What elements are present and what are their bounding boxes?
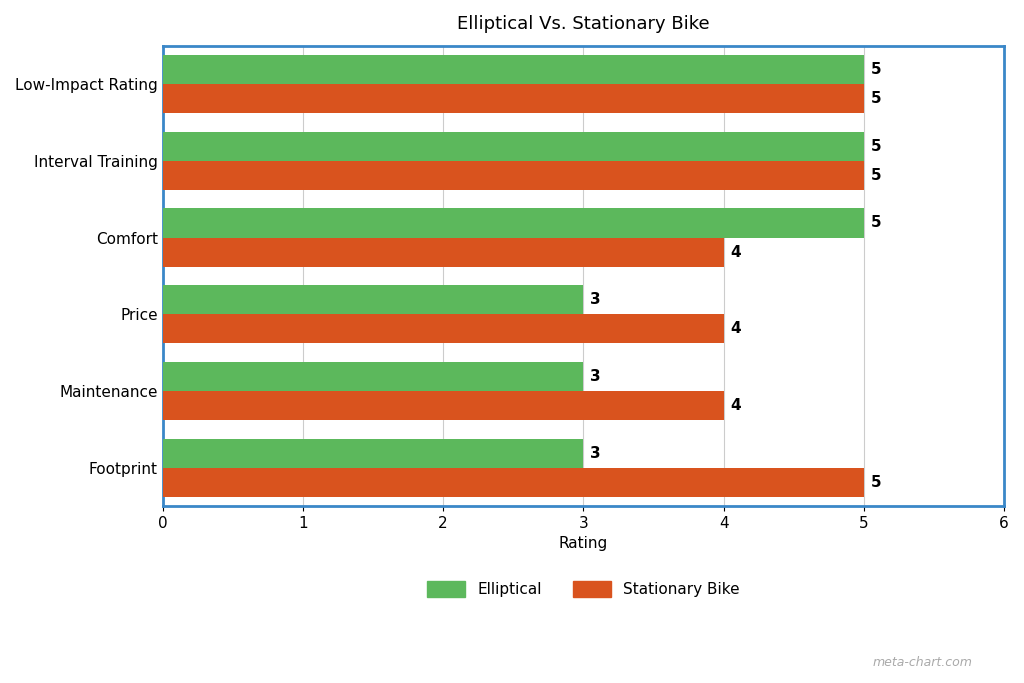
Text: 3: 3 [591,292,601,307]
Text: meta-chart.com: meta-chart.com [872,656,973,669]
Bar [163,314,724,344]
Bar [163,362,584,391]
X-axis label: Rating: Rating [559,536,608,551]
Bar [163,238,724,266]
Bar [163,84,864,113]
Text: 3: 3 [591,445,601,460]
Bar [163,161,864,190]
Text: 5: 5 [870,215,882,230]
Text: 5: 5 [870,139,882,154]
Bar [163,285,584,314]
Legend: Elliptical, Stationary Bike: Elliptical, Stationary Bike [420,574,748,605]
Bar [163,468,864,497]
Bar [163,132,864,161]
Bar [163,391,724,420]
Text: 5: 5 [870,168,882,183]
Text: 5: 5 [870,62,882,77]
Bar [163,438,584,468]
Title: Elliptical Vs. Stationary Bike: Elliptical Vs. Stationary Bike [457,15,710,33]
Text: 3: 3 [591,369,601,384]
Text: 5: 5 [870,475,882,490]
Text: 5: 5 [870,91,882,106]
Bar [163,55,864,84]
Text: 4: 4 [731,398,741,413]
Text: 4: 4 [731,321,741,336]
Bar [163,208,864,238]
Text: 4: 4 [731,245,741,260]
